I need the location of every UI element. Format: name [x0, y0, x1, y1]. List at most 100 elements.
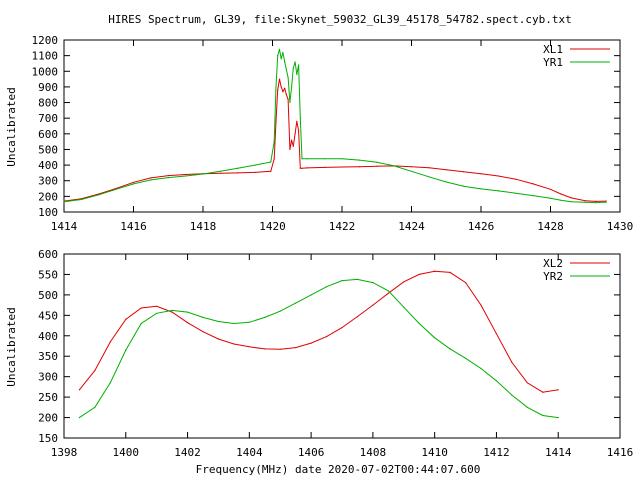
upper-series-yr1-point [115, 188, 117, 190]
upper-x-tick-label: 1424 [398, 220, 425, 233]
upper-x-tick-label: 1414 [51, 220, 78, 233]
upper-series-yr1-point [480, 188, 482, 190]
upper-series-xl1-line [63, 78, 607, 202]
upper-series-yr1-point [306, 158, 308, 160]
lower-series-xl2-point [310, 342, 312, 344]
lower-series-yr2-point [557, 417, 559, 419]
upper-series-yr1-point [497, 190, 499, 192]
upper-series-yr1-point [463, 185, 465, 187]
upper-series-xl1-point [341, 166, 343, 168]
upper-series-yr1-point [285, 69, 287, 71]
lower-series-xl2-point [109, 341, 111, 343]
upper-series-xl1-point [306, 167, 308, 169]
upper-series-yr1-point [275, 86, 277, 88]
lower-series-xl2-point [248, 346, 250, 348]
lower-y-tick-label: 500 [38, 289, 58, 302]
lower-plot-frame [63, 253, 621, 439]
upper-series-yr1-point [294, 61, 296, 63]
upper-x-tick-label: 1418 [190, 220, 217, 233]
lower-series-xl2-point [341, 327, 343, 329]
upper-series-yr1-line [63, 49, 607, 204]
upper-series-xl1-point [410, 166, 413, 168]
upper-legend-label-yr1: YR1 [543, 56, 563, 69]
lower-series-xl2-point [202, 331, 204, 333]
lower-y-tick-label: 350 [38, 350, 58, 363]
upper-series-xl1-point [324, 166, 326, 168]
upper-y-tick-label: 700 [38, 112, 58, 125]
upper-series-xl1-point [292, 145, 294, 147]
upper-series-xl1-point [445, 169, 447, 171]
lower-x-tick-label: 1412 [483, 446, 510, 459]
upper-series-yr1-point [570, 201, 572, 203]
lower-series-yr2-line [79, 278, 559, 419]
upper-series-yr1-point [280, 58, 282, 60]
upper-x-tick-label: 1422 [329, 220, 356, 233]
upper-legend-label-xl1: XL1 [543, 43, 563, 56]
upper-series-yr1-point [289, 101, 291, 104]
lower-y-tick-label: 550 [38, 268, 58, 281]
lower-series-yr2-point [109, 382, 111, 384]
upper-series-yr1-point [445, 181, 447, 183]
upper-series-yr1-point [63, 201, 65, 203]
lower-series-xl2-point [326, 336, 328, 338]
lower-series-yr2-point [202, 316, 204, 318]
upper-series-yr1-point [549, 197, 552, 199]
upper-y-tick-label: 300 [38, 175, 58, 188]
upper-series-xl1-point [298, 130, 300, 132]
upper-series-yr1-point [273, 141, 275, 143]
upper-series-xl1-point [280, 86, 282, 88]
lower-series-xl2-point [480, 304, 482, 306]
lower-x-tick-label: 1408 [360, 446, 387, 459]
upper-series-yr1-point [80, 198, 82, 201]
upper-series-xl1-point [289, 148, 291, 151]
lower-series-yr2-point [387, 290, 389, 292]
lower-series-yr2-point [403, 306, 405, 308]
lower-series-xl2-point [140, 307, 142, 309]
upper-series-yr1-point [298, 64, 300, 66]
lower-series-yr2-point [341, 280, 343, 282]
upper-series-xl1-point [376, 165, 378, 167]
upper-series-yr1-point [301, 158, 303, 160]
upper-series-yr1-point [282, 51, 284, 54]
upper-y-tick-label: 100 [38, 206, 58, 219]
upper-y-tick-label: 1000 [32, 65, 59, 78]
lower-series-xl2-point [356, 316, 358, 318]
lower-series-xl2-point [217, 338, 219, 340]
lower-y-tick-label: 300 [38, 371, 58, 384]
upper-series-yr1-point [132, 183, 135, 185]
upper-series-xl1-point [301, 167, 303, 169]
upper-series-xl1-point [282, 91, 284, 93]
upper-series-yr1-point [284, 61, 286, 63]
lower-spectrum-chart: Uncalibrated Frequency(MHz) date 2020-07… [5, 248, 633, 476]
upper-series-yr1-point [291, 86, 293, 88]
upper-series-yr1-point [292, 67, 294, 69]
lower-series-yr2-point [78, 417, 80, 419]
upper-series-xl1-point [549, 188, 552, 190]
lower-series-yr2-point [495, 380, 497, 382]
upper-series-yr1-point [270, 161, 272, 163]
upper-series-xl1-point [497, 175, 499, 177]
upper-series-yr1-point [341, 158, 343, 160]
upper-series-xl1-point [273, 158, 275, 160]
lower-series-yr2-point [248, 321, 250, 323]
lower-series-yr2-point [187, 311, 189, 313]
lower-y-tick-label: 150 [38, 432, 58, 445]
lower-series-yr2-point [356, 278, 358, 280]
upper-series-xl1-point [185, 173, 187, 176]
upper-series-xl1-point [219, 172, 221, 174]
lower-series-yr2-point [372, 282, 374, 284]
upper-series-xl1-point [428, 167, 430, 169]
upper-y-tick-label: 1200 [32, 34, 59, 47]
upper-series-xl1-point [277, 89, 279, 91]
lower-series-yr2-point [526, 406, 528, 408]
lower-series-xl2-point [295, 347, 297, 349]
lower-series-xl2-point [403, 281, 405, 283]
lower-series-yr2-point [295, 302, 297, 304]
upper-series-yr1-point [410, 170, 413, 172]
lower-series-yr2-point [94, 406, 96, 408]
lower-y-tick-label: 200 [38, 412, 58, 425]
lower-legend-label-yr2: YR2 [543, 270, 563, 283]
upper-series-xl1-point [584, 200, 586, 202]
lower-series-xl2-point [449, 271, 451, 273]
upper-series-xl1-point [595, 200, 597, 202]
